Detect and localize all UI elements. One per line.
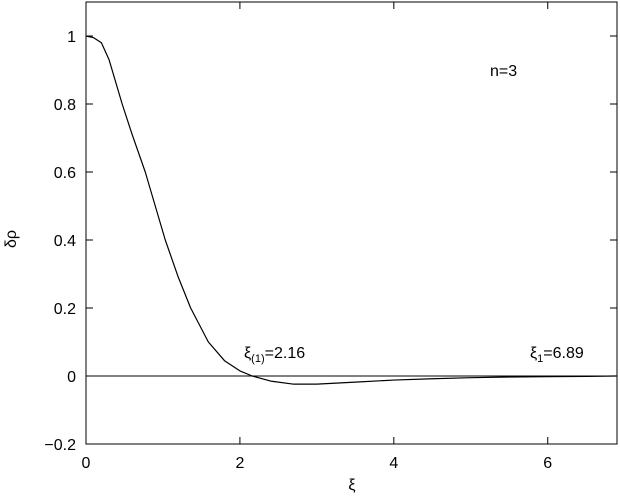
y-tick-label: 1 [67, 29, 76, 46]
annotation: ξ(1)=2.16 [244, 345, 305, 365]
annotation: ξ1=6.89 [530, 345, 584, 365]
annotation-subscript: 1 [537, 353, 543, 365]
annotation-text: =2.16 [265, 345, 306, 362]
annotation-text: ξ [530, 345, 537, 362]
y-tick-label: 0 [67, 369, 76, 386]
x-tick-label: 4 [389, 455, 398, 472]
x-tick-label: 6 [543, 455, 552, 472]
y-tick-label: −0.2 [44, 437, 76, 454]
annotation-subscript: (1) [251, 353, 264, 365]
x-tick-label: 2 [235, 455, 244, 472]
annotation-text: =6.89 [543, 345, 584, 362]
data-line [85, 35, 617, 385]
y-tick-label: 0.2 [54, 301, 76, 318]
y-axis-label: δρ [3, 230, 20, 248]
annotation: n=3 [490, 63, 517, 80]
plot-frame [85, 1, 618, 445]
annotation-text: n=3 [490, 63, 517, 80]
x-axis-label: ξ [348, 477, 355, 494]
y-tick-label: 0.4 [54, 233, 76, 250]
x-tick-label: 0 [82, 455, 91, 472]
annotation-text: ξ [244, 345, 251, 362]
y-tick-label: 0.6 [54, 165, 76, 182]
y-tick-label: 0.8 [54, 97, 76, 114]
